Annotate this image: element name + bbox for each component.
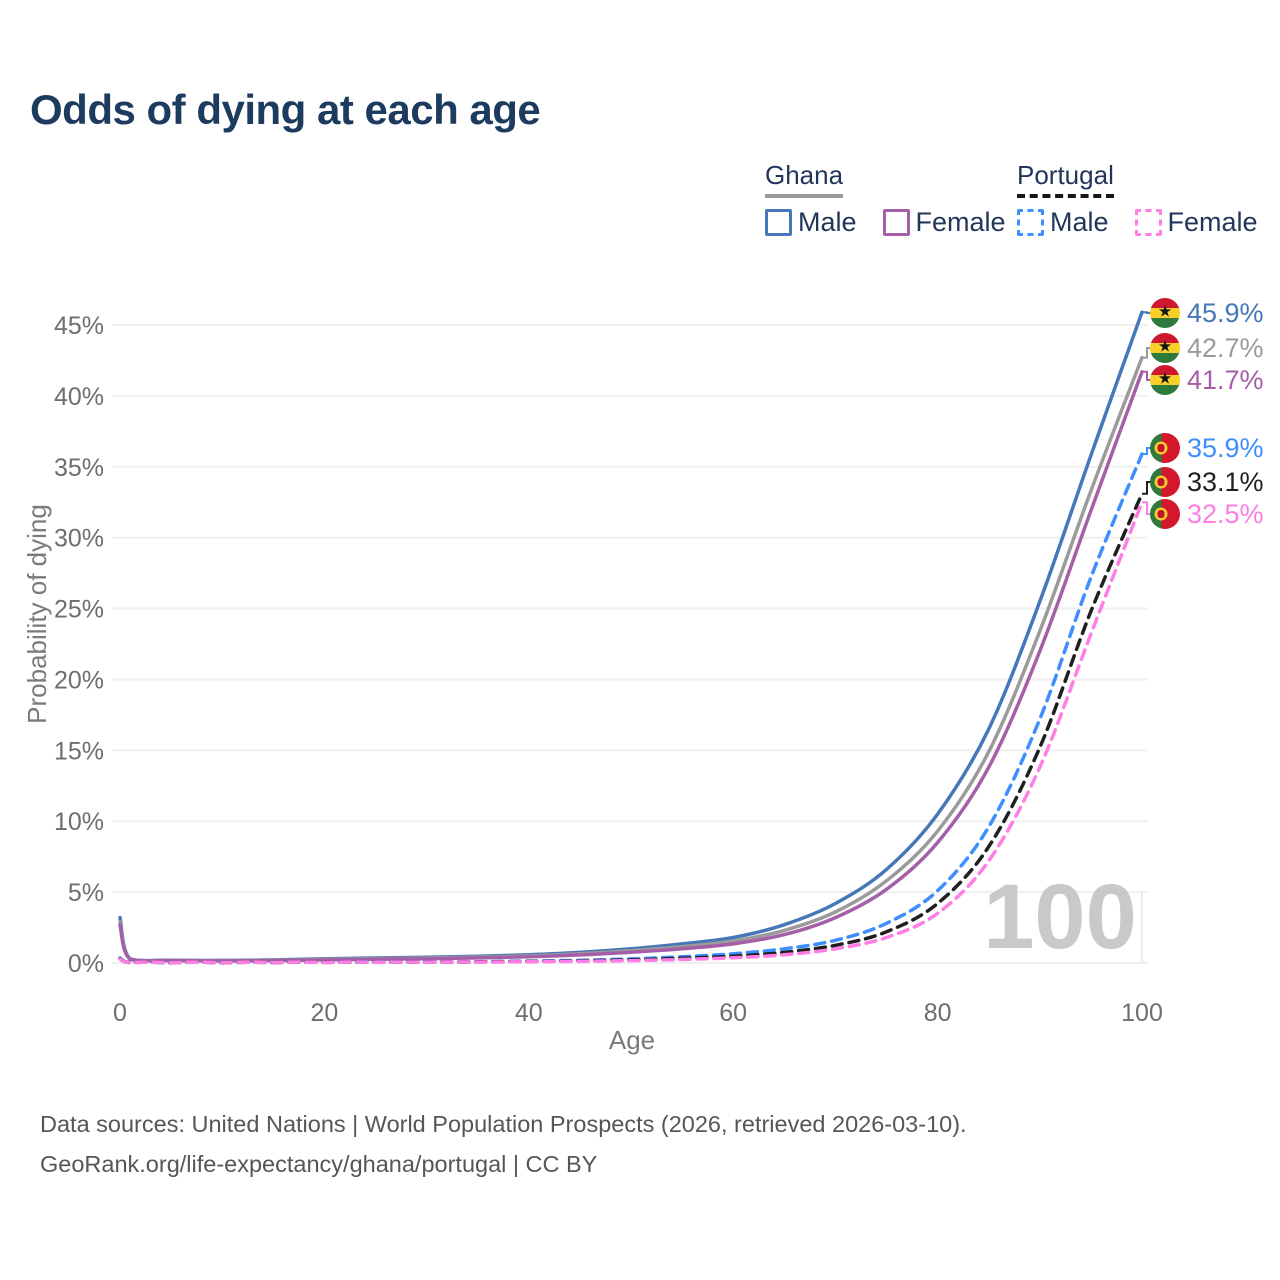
series-line-portugal-female — [118, 500, 1144, 965]
source-line-1: Data sources: United Nations | World Pop… — [40, 1111, 967, 1137]
ghana-male-swatch-icon — [765, 209, 792, 236]
portugal-male-swatch-icon — [1017, 209, 1044, 236]
series-end-label-ghana-male: 45.9% — [1150, 297, 1264, 329]
legend-label-ghana-female: Female — [915, 207, 1006, 237]
axis-tick-labels: 0% 5% 10% 15% 20% 25% 30% 35% 40% 45% 0 20 40 60 80 100 — [54, 312, 1163, 1027]
end-value-ghana-all: 42.7% — [1187, 332, 1264, 363]
svg-text:10%: 10% — [54, 808, 104, 836]
svg-text:20: 20 — [310, 999, 338, 1027]
svg-text:20%: 20% — [54, 666, 104, 694]
ghana-flag-icon — [1150, 365, 1180, 395]
end-value-ghana-female: 41.7% — [1187, 364, 1264, 395]
series-lines — [118, 310, 1152, 965]
legend-ghana-title: Ghana — [765, 160, 844, 198]
series-end-label-portugal-all: 33.1% — [1150, 466, 1264, 498]
svg-text:15%: 15% — [54, 737, 104, 765]
end-value-portugal-male: 35.9% — [1187, 432, 1264, 463]
data-source-note: Data sources: United Nations | World Pop… — [40, 1104, 967, 1184]
svg-text:80: 80 — [924, 999, 952, 1027]
gridlines — [112, 323, 1148, 964]
svg-text:45%: 45% — [54, 312, 104, 340]
legend-item-ghana-male[interactable]: Male — [765, 207, 857, 238]
legend-portugal-title: Portugal — [1017, 160, 1114, 198]
legend-label-portugal-female: Female — [1167, 207, 1258, 237]
svg-text:35%: 35% — [54, 454, 104, 482]
chart-watermark: 100 — [983, 866, 1137, 968]
svg-text:0: 0 — [113, 999, 127, 1027]
legend-item-ghana-female[interactable]: Female — [882, 207, 1006, 238]
legend-item-portugal-female[interactable]: Female — [1134, 207, 1258, 238]
legend-label-portugal-male: Male — [1050, 207, 1109, 237]
end-value-ghana-male: 45.9% — [1187, 297, 1264, 328]
portugal-flag-icon — [1150, 499, 1180, 529]
legend-group-portugal: Portugal Male Female — [1017, 160, 1258, 238]
series-end-label-portugal-male: 35.9% — [1150, 432, 1264, 464]
svg-text:100: 100 — [1121, 999, 1163, 1027]
ghana-flag-icon — [1150, 298, 1180, 328]
series-line-ghana-male — [118, 310, 1144, 963]
series-end-label-ghana-female: 41.7% — [1150, 364, 1264, 396]
legend-group-ghana: Ghana Male Female — [765, 160, 1006, 238]
ghana-flag-icon — [1150, 333, 1180, 363]
x-axis-title: Age — [609, 1025, 655, 1055]
legend-item-portugal-male[interactable]: Male — [1017, 207, 1109, 238]
legend-label-ghana-male: Male — [798, 207, 857, 237]
svg-text:60: 60 — [719, 999, 747, 1027]
series-end-label-portugal-female: 32.5% — [1150, 498, 1264, 530]
ghana-female-swatch-icon — [882, 209, 910, 236]
end-value-portugal-female: 32.5% — [1187, 498, 1264, 529]
svg-text:0%: 0% — [68, 950, 104, 978]
svg-text:30%: 30% — [54, 525, 104, 553]
portugal-flag-icon — [1150, 467, 1180, 497]
page-title: Odds of dying at each age — [30, 86, 541, 133]
svg-text:40%: 40% — [54, 383, 104, 411]
svg-text:25%: 25% — [54, 596, 104, 624]
svg-text:5%: 5% — [68, 879, 104, 907]
series-end-label-ghana-all: 42.7% — [1150, 332, 1264, 364]
svg-text:40: 40 — [515, 999, 543, 1027]
portugal-female-swatch-icon — [1134, 209, 1162, 236]
source-line-2: GeoRank.org/life-expectancy/ghana/portug… — [40, 1151, 598, 1177]
series-line-ghana-female — [118, 370, 1144, 963]
y-axis-title: Probability of dying — [22, 504, 52, 724]
end-value-portugal-all: 33.1% — [1187, 466, 1264, 497]
portugal-flag-icon — [1150, 433, 1180, 463]
